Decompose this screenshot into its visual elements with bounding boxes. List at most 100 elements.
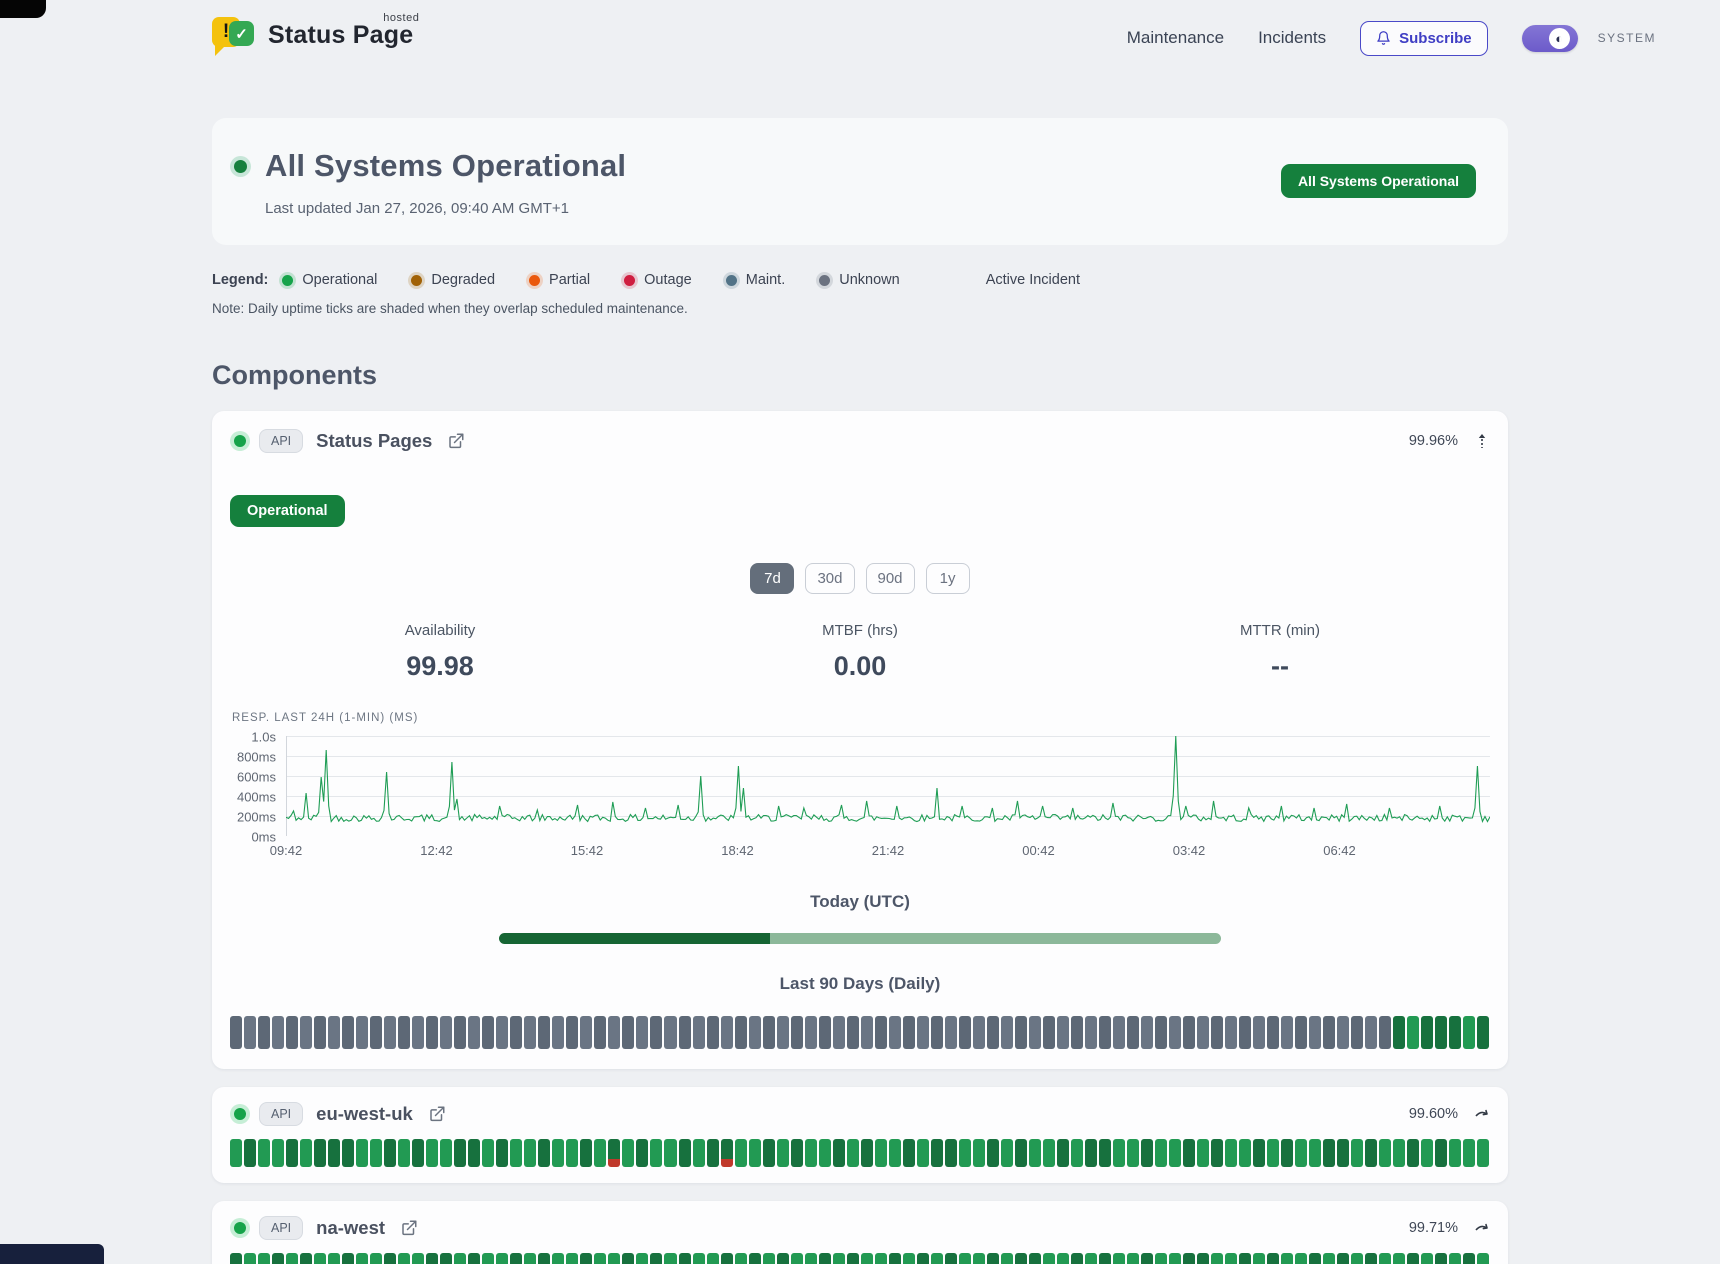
uptime-tick[interactable] [468,1253,481,1264]
uptime-tick[interactable] [846,1253,859,1264]
uptime-tick[interactable] [328,1253,341,1264]
uptime-tick[interactable] [1281,1253,1294,1264]
uptime-tick[interactable] [286,1016,299,1049]
uptime-tick[interactable] [244,1253,257,1264]
uptime-tick[interactable] [230,1016,243,1049]
uptime-tick[interactable] [1379,1253,1392,1264]
uptime-tick[interactable] [342,1253,355,1264]
uptime-tick[interactable] [1127,1016,1140,1049]
uptime-tick[interactable] [790,1139,803,1167]
uptime-tick[interactable] [1014,1253,1027,1264]
uptime-tick[interactable] [1211,1253,1224,1264]
uptime-tick[interactable] [1141,1139,1154,1167]
uptime-tick[interactable] [580,1253,593,1264]
collapse-icon[interactable] [1474,433,1490,449]
uptime-tick[interactable] [468,1139,481,1167]
uptime-tick[interactable] [440,1139,453,1167]
range-button-90d[interactable]: 90d [865,563,915,594]
uptime-tick[interactable] [1155,1139,1168,1167]
uptime-tick[interactable] [426,1016,439,1049]
uptime-tick[interactable] [846,1016,859,1049]
uptime-tick[interactable] [482,1139,495,1167]
uptime-tick[interactable] [314,1016,327,1049]
uptime-tick[interactable] [874,1139,887,1167]
uptime-tick[interactable] [846,1139,859,1167]
uptime-tick[interactable] [1239,1253,1252,1264]
uptime-tick[interactable] [860,1139,873,1167]
uptime-tick[interactable] [1449,1139,1462,1167]
uptime-tick[interactable] [1421,1253,1434,1264]
uptime-tick[interactable] [314,1253,327,1264]
uptime-tick[interactable] [1323,1253,1336,1264]
expand-icon[interactable] [1474,1106,1490,1122]
uptime-tick[interactable] [986,1139,999,1167]
uptime-tick[interactable] [1295,1253,1308,1264]
uptime-tick[interactable] [412,1139,425,1167]
uptime-tick[interactable] [832,1016,845,1049]
uptime-tick[interactable] [454,1016,467,1049]
uptime-tick[interactable] [678,1139,691,1167]
uptime-tick[interactable] [580,1139,593,1167]
uptime-tick[interactable] [1239,1139,1252,1167]
uptime-tick[interactable] [1351,1139,1364,1167]
uptime-tick[interactable] [552,1139,565,1167]
uptime-tick[interactable] [286,1139,299,1167]
uptime-tick[interactable] [1421,1016,1434,1049]
uptime-tick[interactable] [636,1016,649,1049]
uptime-tick[interactable] [1042,1139,1055,1167]
uptime-tick[interactable] [972,1139,985,1167]
uptime-tick[interactable] [1197,1253,1210,1264]
uptime-tick[interactable] [1197,1139,1210,1167]
uptime-tick[interactable] [356,1139,369,1167]
uptime-tick[interactable] [986,1253,999,1264]
uptime-tick[interactable] [1000,1139,1013,1167]
uptime-tick[interactable] [636,1139,649,1167]
uptime-tick[interactable] [1365,1139,1378,1167]
uptime-tick[interactable] [888,1139,901,1167]
uptime-tick[interactable] [1337,1253,1350,1264]
uptime-tick[interactable] [1281,1016,1294,1049]
uptime-tick[interactable] [230,1139,243,1167]
uptime-tick[interactable] [1407,1139,1420,1167]
uptime-tick[interactable] [1014,1139,1027,1167]
uptime-tick[interactable] [552,1016,565,1049]
uptime-tick[interactable] [496,1253,509,1264]
uptime-tick[interactable] [566,1253,579,1264]
uptime-tick[interactable] [594,1253,607,1264]
uptime-tick[interactable] [874,1016,887,1049]
uptime-tick[interactable] [1000,1253,1013,1264]
uptime-tick[interactable] [1267,1139,1280,1167]
uptime-tick[interactable] [454,1139,467,1167]
uptime-tick[interactable] [650,1253,663,1264]
uptime-tick[interactable] [902,1253,915,1264]
uptime-tick[interactable] [902,1016,915,1049]
uptime-tick[interactable] [1253,1139,1266,1167]
uptime-tick[interactable] [1155,1253,1168,1264]
uptime-tick[interactable] [580,1016,593,1049]
uptime-tick[interactable] [748,1139,761,1167]
uptime-tick[interactable] [356,1253,369,1264]
theme-toggle[interactable]: ◐ [1521,24,1578,52]
uptime-tick[interactable] [1253,1253,1266,1264]
uptime-tick[interactable] [1407,1253,1420,1264]
uptime-tick[interactable] [1463,1016,1476,1049]
uptime-tick[interactable] [1477,1139,1490,1167]
uptime-tick[interactable] [398,1016,411,1049]
uptime-tick[interactable] [426,1139,439,1167]
uptime-tick[interactable] [384,1016,397,1049]
uptime-tick[interactable] [1337,1139,1350,1167]
uptime-tick[interactable] [678,1016,691,1049]
uptime-tick[interactable] [244,1016,257,1049]
uptime-tick[interactable] [342,1139,355,1167]
uptime-tick[interactable] [1028,1253,1041,1264]
uptime-tick[interactable] [1295,1016,1308,1049]
uptime-tick[interactable] [1225,1139,1238,1167]
uptime-tick[interactable] [510,1016,523,1049]
uptime-tick[interactable] [720,1253,733,1264]
uptime-tick[interactable] [1351,1016,1364,1049]
uptime-tick[interactable] [412,1016,425,1049]
uptime-tick[interactable] [370,1016,383,1049]
uptime-tick[interactable] [356,1016,369,1049]
uptime-tick[interactable] [398,1139,411,1167]
uptime-tick[interactable] [454,1253,467,1264]
